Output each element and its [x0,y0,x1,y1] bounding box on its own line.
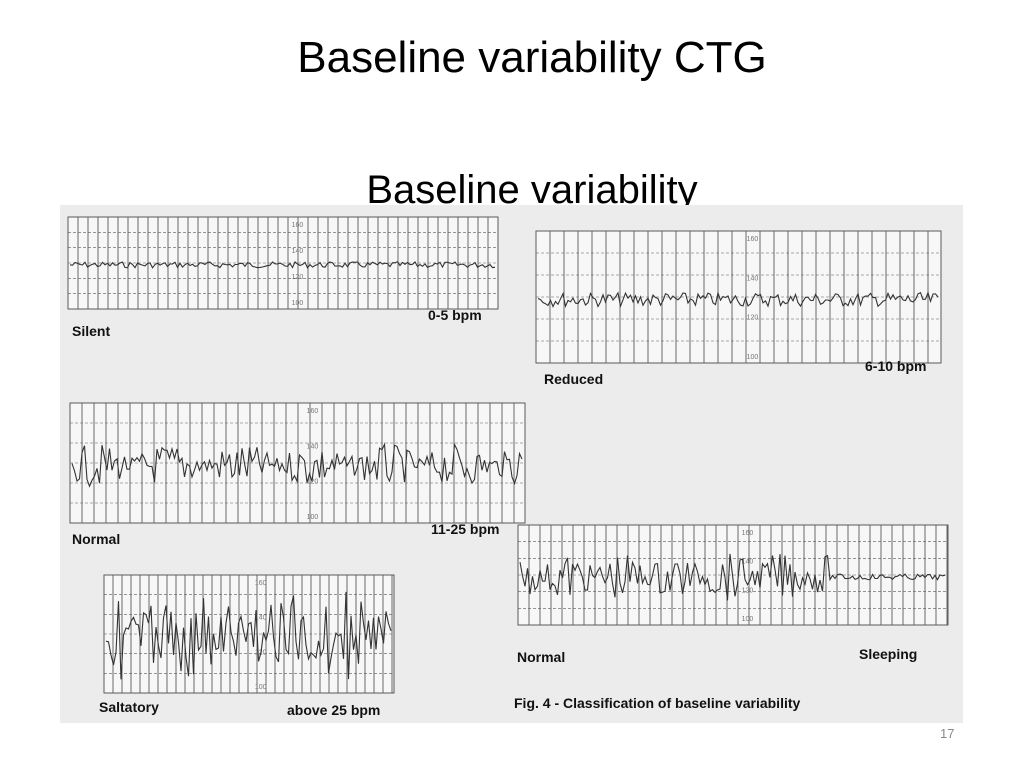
ctg-strips: 160 140 120 100 160 140 120 100 160 140 120 100 160 1… [67,216,949,694]
silent-scale-mark: 140 [292,248,304,255]
silent-range: 0-5 bpm [428,307,482,323]
silent-scale-mark: 160 [292,222,304,229]
normal-fhr-trace [71,442,523,488]
silent-scale-mark: 120 [292,274,304,281]
normal-range: 11-25 bpm [431,521,500,537]
sleeping-range: Sleeping [859,646,918,662]
normal-label: Normal [72,531,121,547]
saltatory-scale-mark: 100 [255,684,267,691]
normal-sleeping-label: Normal [517,649,566,665]
ctg-figure: 160 140 120 100 160 140 120 100 160 140 120 100 160 1… [60,205,963,723]
reduced-scale-mark: 100 [747,354,759,361]
reduced-label: Reduced [544,371,604,387]
reduced-scale-mark: 120 [747,315,759,322]
reduced-range: 6-10 bpm [865,358,927,374]
page-number: 17 [940,726,955,741]
silent-label: Silent [72,323,111,339]
normal-scale-mark: 160 [307,408,319,415]
normal-scale-mark: 140 [307,443,319,450]
silent-scale-mark: 100 [292,300,304,307]
saltatory-range: above 25 bpm [287,702,381,718]
saltatory-fhr-trace [105,591,392,680]
sleeping-scale-mark: 100 [742,616,754,623]
figure-caption: Fig. 4 - Classification of baseline vari… [514,695,801,711]
silent-fhr-trace [69,261,496,269]
normal-scale-mark: 100 [307,514,319,521]
sleeping-fhr-trace [519,553,946,601]
slide-subtitle: Baseline variability [366,168,698,212]
reduced-fhr-trace [537,290,939,309]
sleeping-scale-mark: 120 [742,587,754,594]
saltatory-scale-mark: 160 [255,580,267,587]
saltatory-label: Saltatory [99,699,159,715]
sleeping-scale-mark: 140 [742,559,754,566]
normal-scale-mark: 120 [307,479,319,486]
slide-title: Baseline variability CTG [297,33,767,82]
saltatory-scale-mark: 140 [255,615,267,622]
reduced-scale-mark: 140 [747,275,759,282]
reduced-scale-mark: 160 [747,236,759,243]
sleeping-scale-mark: 160 [742,530,754,537]
